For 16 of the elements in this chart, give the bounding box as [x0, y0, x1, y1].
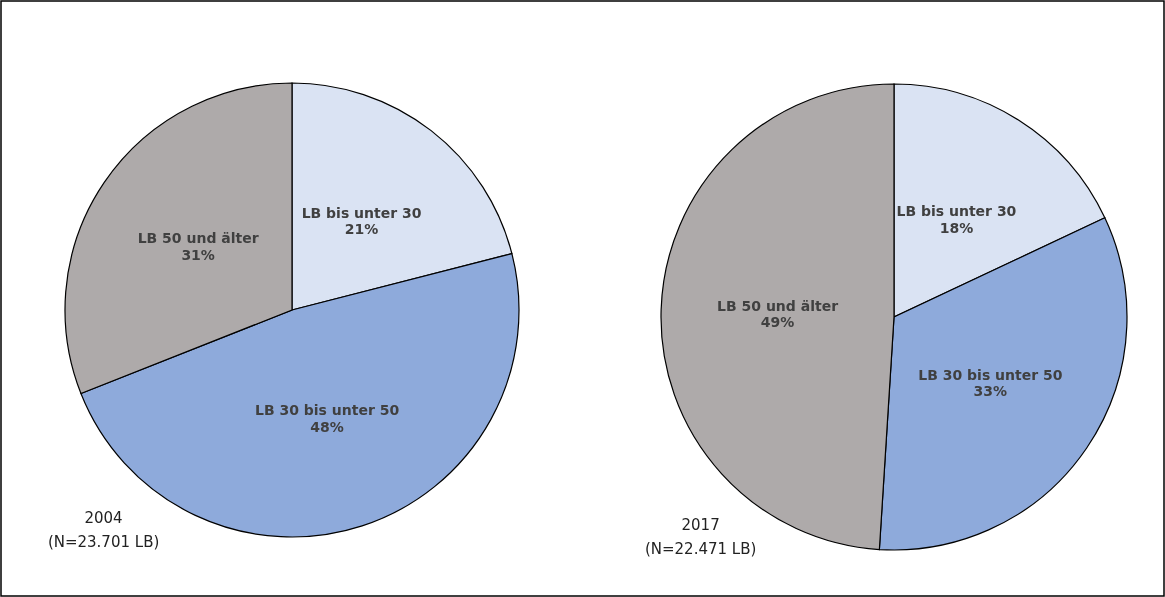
- data-label: 49%: [760, 314, 795, 331]
- text: 2004: [84, 509, 123, 527]
- data-label: 48%: [310, 418, 344, 435]
- text: (N=22.471 LB): [644, 540, 757, 558]
- slice-label: LB bis unter 30: [896, 202, 1017, 219]
- slice-label: LB 30 bis unter 50: [254, 402, 400, 419]
- slice-label: LB 30 bis unter 50: [918, 366, 1063, 383]
- data-label: 33%: [973, 383, 1008, 400]
- slice-label: LB 50 und älter: [137, 230, 259, 247]
- slice-label: LB bis unter 30: [301, 204, 422, 221]
- slice-label: LB 50 und älter: [717, 297, 839, 314]
- data-label: 21%: [344, 221, 379, 238]
- text: 2017: [681, 516, 720, 534]
- data-label: 18%: [939, 219, 974, 236]
- text: (N=23.701 LB): [47, 533, 160, 551]
- data-label: 31%: [181, 247, 215, 264]
